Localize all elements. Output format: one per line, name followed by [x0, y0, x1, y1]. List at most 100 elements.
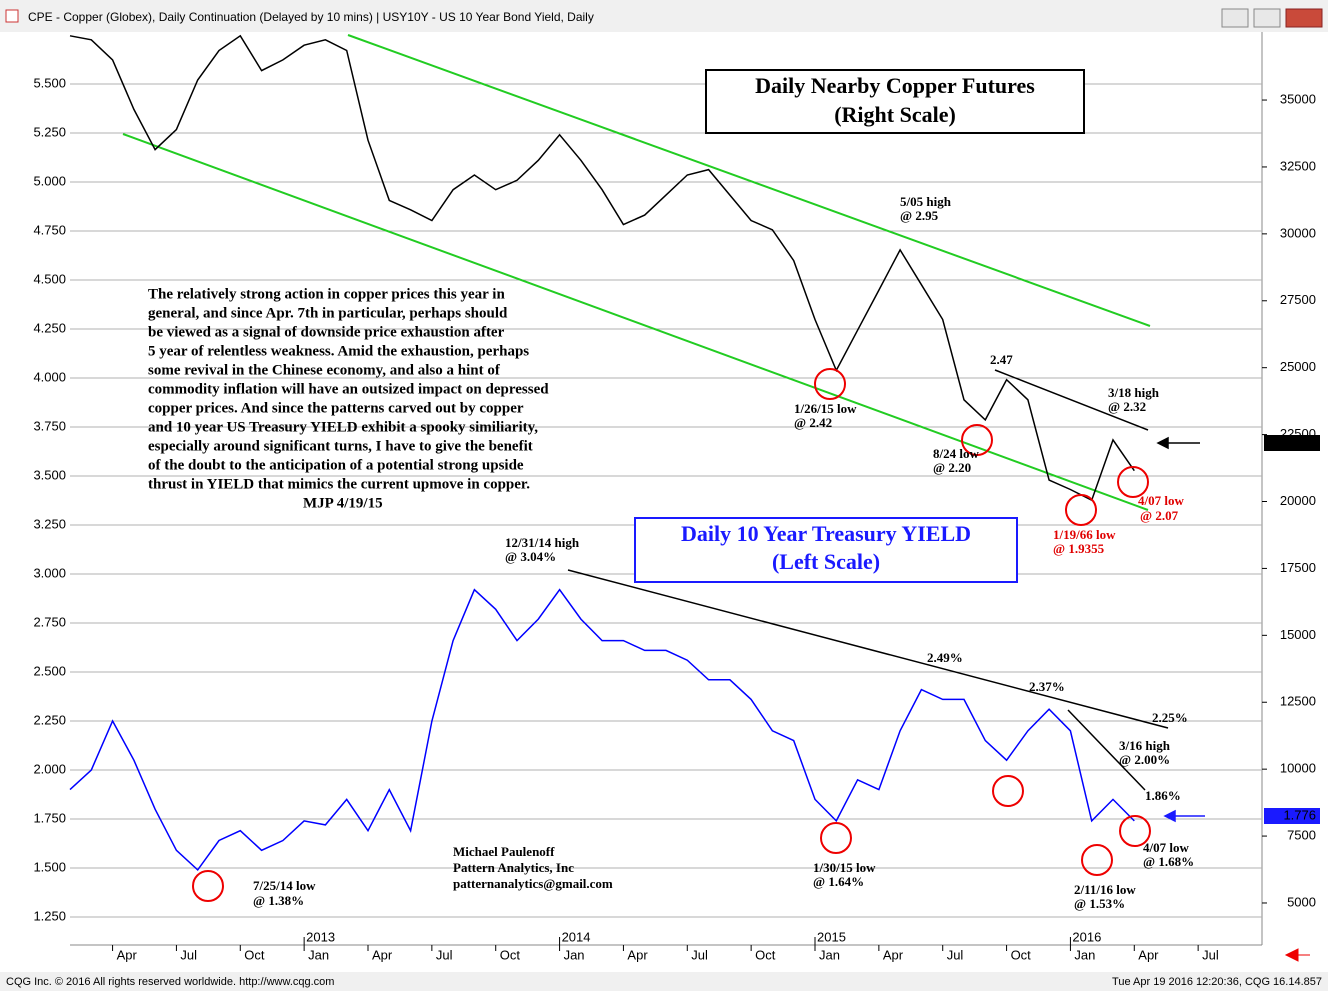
series-line — [69, 588, 1135, 872]
annotation: @ 1.9355 — [1053, 541, 1105, 556]
y-tick-label: 4.000 — [33, 369, 66, 384]
yield-trendline — [567, 569, 1169, 729]
y-tick-label: 3.750 — [33, 418, 66, 433]
highlight-circle — [192, 870, 224, 902]
y-tick-label: 1.500 — [33, 859, 66, 874]
highlight-circle — [992, 775, 1024, 807]
y-tick-label: 2.500 — [33, 663, 66, 678]
y2-tick-label: 30000 — [1280, 225, 1316, 240]
x-tick-label: Oct — [755, 947, 776, 962]
title-bar — [0, 0, 1328, 32]
y-tick-label: 3.000 — [33, 565, 66, 580]
annotation: @ 1.68% — [1143, 854, 1194, 869]
x-tick-label: Jul — [1202, 947, 1219, 962]
annotation: 3/16 high — [1119, 738, 1171, 753]
status-bar — [0, 972, 1328, 991]
y-tick-label: 4.500 — [33, 271, 66, 286]
y-tick-label: 2.250 — [33, 712, 66, 727]
y2-tick-label: 12500 — [1280, 694, 1316, 709]
annotation: 2.25% — [1152, 710, 1188, 725]
x-tick-label: Jan — [564, 947, 585, 962]
x-tick-label: Jul — [436, 947, 453, 962]
y-tick-label: 2.750 — [33, 614, 66, 629]
commentary-line: The relatively strong action in copper p… — [148, 286, 505, 302]
annotation: 2.49% — [927, 650, 963, 665]
annotation: 5/05 high — [900, 194, 952, 209]
x-tick-label: Apr — [883, 947, 904, 962]
x-tick-label: Jan — [308, 947, 329, 962]
annotation: @ 1.64% — [813, 874, 864, 889]
y-tick-label: 5.500 — [33, 75, 66, 90]
last-value-arrow — [1156, 436, 1200, 450]
commentary-line: some revival in the Chinese economy, and… — [148, 362, 501, 378]
annotation: @ 2.20 — [933, 460, 971, 475]
x-tick-label: Apr — [372, 947, 393, 962]
highlight-circle — [1119, 815, 1151, 847]
maximize-button[interactable] — [1253, 8, 1281, 28]
yield-box — [634, 517, 1018, 583]
highlight-circle — [1081, 844, 1113, 876]
commentary-line: MJP 4/19/15 — [303, 495, 383, 511]
yield-trendline-short — [1067, 709, 1146, 791]
channel-upper — [347, 34, 1151, 327]
y2-tick-label: 15000 — [1280, 627, 1316, 642]
footer-right: Tue Apr 19 2016 12:20:36, CQG 16.14.857 — [1112, 976, 1322, 988]
x-tick-label: Apr — [627, 947, 648, 962]
annotation: @ 2.32 — [1108, 399, 1146, 414]
x-tick-label: Jul — [691, 947, 708, 962]
annotation: 1/30/15 low — [813, 860, 876, 875]
year-label: 2014 — [562, 929, 591, 944]
commentary-line: copper prices. And since the patterns ca… — [148, 400, 524, 416]
commentary-line: and 10 year US Treasury YIELD exhibit a … — [148, 419, 538, 435]
series-line — [69, 34, 1135, 502]
y2-tick-label: 7500 — [1287, 828, 1316, 843]
annotation: 7/25/14 low — [253, 878, 316, 893]
annotation: 8/24 low — [933, 446, 979, 461]
x-tick-label: Jul — [947, 947, 964, 962]
x-tick-label: Apr — [1138, 947, 1159, 962]
y2-tick-label: 25000 — [1280, 359, 1316, 374]
annotation: 2.37% — [1029, 679, 1065, 694]
y-tick-label: 3.500 — [33, 467, 66, 482]
annotation: @ 2.07 — [1140, 508, 1179, 523]
app-icon — [5, 9, 19, 23]
y2-tick-label: 10000 — [1280, 761, 1316, 776]
commentary-line: especially around significant turns, I h… — [148, 438, 533, 454]
annotation: 2/11/16 low — [1074, 882, 1136, 897]
last-value-label: 22185 — [1280, 434, 1316, 449]
commentary-line: thrust in YIELD that mimics the current … — [148, 476, 530, 492]
annotation: @ 2.42 — [794, 415, 832, 430]
y-tick-label: 4.250 — [33, 320, 66, 335]
last-value-box — [1264, 808, 1320, 824]
last-value-arrow — [1163, 809, 1205, 823]
scroll-arrow[interactable] — [1284, 948, 1310, 962]
annotation: 2.47 — [990, 352, 1013, 367]
copper-box-line: (Right Scale) — [834, 102, 956, 127]
minimize-button[interactable] — [1221, 8, 1249, 28]
y2-tick-label: 5000 — [1287, 894, 1316, 909]
annotation: @ 3.04% — [505, 549, 556, 564]
x-tick-label: Jan — [1074, 947, 1095, 962]
footer-left: CQG Inc. © 2016 All rights reserved worl… — [6, 976, 334, 988]
channel-lower — [122, 133, 1149, 511]
y-tick-label: 3.250 — [33, 516, 66, 531]
copper-box-line: Daily Nearby Copper Futures — [755, 73, 1035, 98]
copper-trendline — [994, 369, 1149, 431]
copper-box — [705, 69, 1085, 134]
y-tick-label: 4.750 — [33, 222, 66, 237]
annotation: Pattern Analytics, Inc — [453, 860, 574, 875]
y2-tick-label: 32500 — [1280, 158, 1316, 173]
annotation: 4/07 low — [1138, 493, 1184, 508]
close-button[interactable] — [1285, 8, 1323, 28]
window-title: CPE - Copper (Globex), Daily Continuatio… — [28, 10, 594, 24]
last-value-box — [1264, 435, 1320, 451]
x-tick-label: Apr — [117, 947, 138, 962]
year-label: 2015 — [817, 929, 846, 944]
commentary-line: commodity inflation will have an outsize… — [148, 381, 549, 397]
y-tick-label: 1.750 — [33, 810, 66, 825]
yield-box-line: (Left Scale) — [772, 549, 880, 574]
yield-box-line: Daily 10 Year Treasury YIELD — [681, 521, 971, 546]
annotation: patternanalytics@gmail.com — [453, 876, 613, 891]
x-tick-label: Oct — [500, 947, 521, 962]
y2-tick-label: 35000 — [1280, 91, 1316, 106]
